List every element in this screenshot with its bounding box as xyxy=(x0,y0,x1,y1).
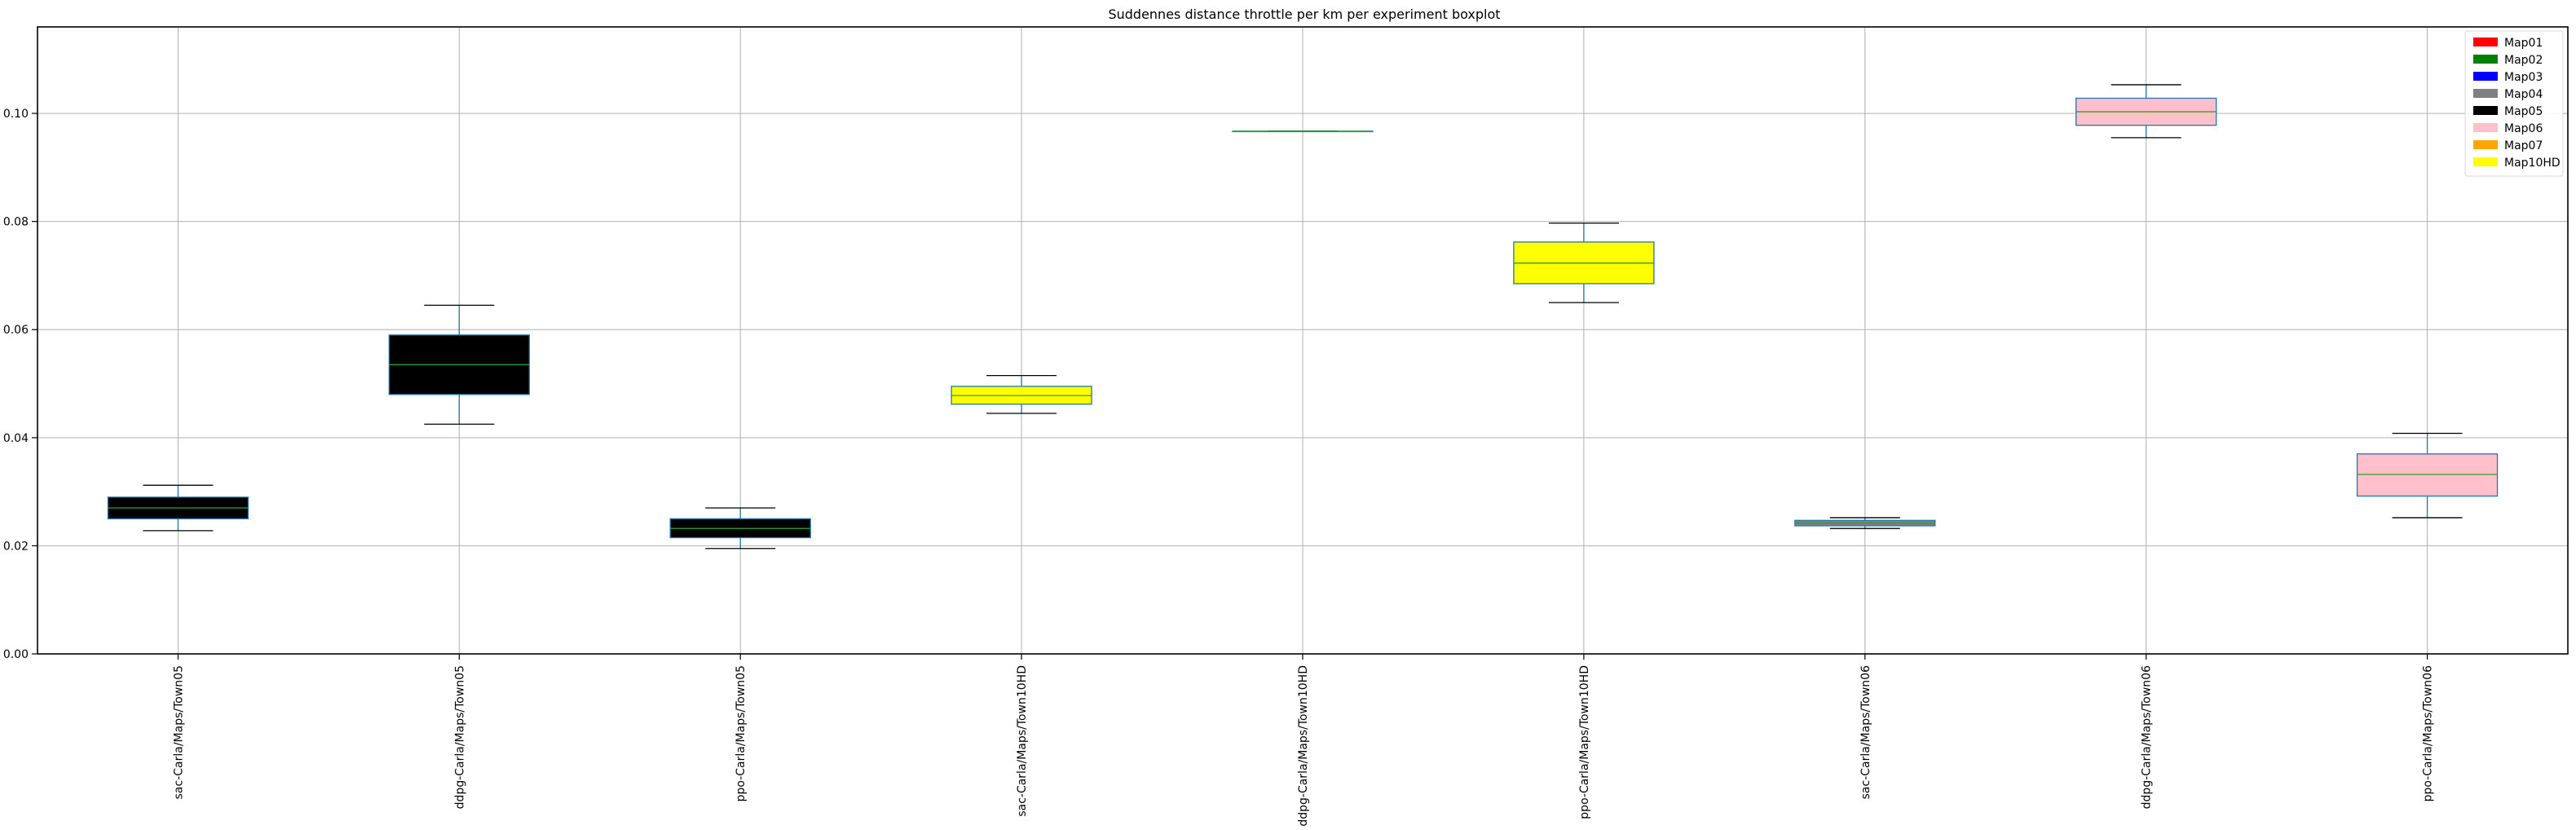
y-tick-label: 0.10 xyxy=(3,108,29,121)
legend-label: Map10HD xyxy=(2504,157,2561,170)
x-tick-label: ddpg-Carla/Maps/Town10HD xyxy=(1297,665,1310,827)
x-tick-label: sac-Carla/Maps/Town06 xyxy=(1859,665,1872,799)
x-tick-label: sac-Carla/Maps/Town05 xyxy=(172,665,185,799)
y-tick-label: 0.00 xyxy=(3,648,29,661)
x-tick-label: ppo-Carla/Maps/Town06 xyxy=(2422,665,2435,801)
legend-swatch xyxy=(2473,140,2498,149)
x-tick-label: ddpg-Carla/Maps/Town06 xyxy=(2141,665,2154,809)
box-group xyxy=(2356,432,2499,519)
legend: Map01 Map02 Map03 Map04 Map05 Map06 Map07 Map10… xyxy=(2464,30,2564,177)
legend-label: Map07 xyxy=(2504,139,2543,152)
box-group xyxy=(1232,130,1374,133)
y-tick-label: 0.08 xyxy=(3,216,29,229)
x-tick-label: ppo-Carla/Maps/Town10HD xyxy=(1578,665,1591,819)
legend-swatch xyxy=(2473,106,2498,115)
y-tick-label: 0.02 xyxy=(3,540,29,553)
x-tick-label: ddpg-Carla/Maps/Town05 xyxy=(453,665,466,809)
box-iqr xyxy=(2356,453,2499,497)
box-group xyxy=(669,507,811,550)
legend-frame xyxy=(2464,30,2564,177)
legend-swatch xyxy=(2473,157,2498,166)
legend-label: Map01 xyxy=(2504,37,2543,50)
legend-label: Map03 xyxy=(2504,71,2543,84)
legend-swatch xyxy=(2473,38,2498,46)
box-group xyxy=(388,304,530,425)
legend-swatch xyxy=(2473,89,2498,98)
legend-label: Map06 xyxy=(2504,122,2543,135)
box-group xyxy=(951,374,1092,414)
grid-layer xyxy=(37,27,2568,655)
box-group xyxy=(1513,222,1655,303)
box-layer xyxy=(107,84,2499,550)
legend-label: Map02 xyxy=(2504,54,2543,67)
x-tick-label: ppo-Carla/Maps/Town05 xyxy=(734,665,748,801)
box-group xyxy=(1794,517,1936,529)
axis-layer: 0.00 0.02 0.04 0.06 0.08 0.10 sac-Carla/Maps/T… xyxy=(3,108,2435,827)
legend-label: Map05 xyxy=(2504,105,2543,118)
legend-swatch xyxy=(2473,72,2498,81)
y-tick-label: 0.04 xyxy=(3,432,29,445)
legend-swatch xyxy=(2473,55,2498,64)
legend-swatch xyxy=(2473,123,2498,132)
y-tick-label: 0.06 xyxy=(3,324,29,337)
box-group xyxy=(107,484,249,532)
chart-title: Suddennes distance throttle per km per e… xyxy=(1108,7,1500,22)
x-tick-label: sac-Carla/Maps/Town10HD xyxy=(1016,665,1029,817)
legend-label: Map04 xyxy=(2504,88,2543,101)
box-group xyxy=(2075,84,2217,139)
